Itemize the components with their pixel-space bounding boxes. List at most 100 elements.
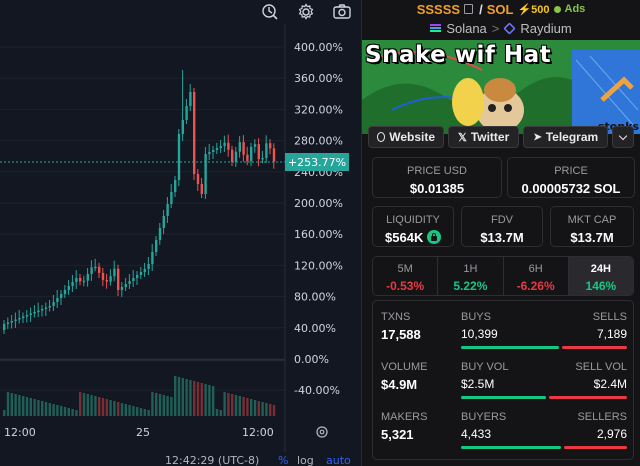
sells-label: SELLS	[592, 311, 627, 323]
candle-body	[223, 142, 226, 146]
dex-name[interactable]: Raydium	[520, 20, 572, 36]
volume-bar	[25, 397, 29, 416]
candle-body	[75, 278, 78, 282]
volume-bar	[79, 392, 82, 416]
volume-bar	[265, 403, 268, 416]
candle-body	[136, 275, 139, 278]
candle-body	[86, 273, 89, 281]
website-link-button[interactable]: Website	[368, 126, 444, 148]
candle-body	[124, 284, 127, 287]
volume-bar	[461, 396, 627, 399]
tab-24h[interactable]: 24H 146%	[568, 257, 633, 295]
volume-bar	[234, 395, 238, 416]
gear-icon[interactable]	[316, 426, 328, 438]
fdv-label: FDV	[491, 214, 513, 226]
telegram-link-button[interactable]: ➤ Telegram	[523, 126, 609, 148]
gear-icon[interactable]	[295, 1, 317, 23]
y-tick-label: 280.00%	[294, 135, 343, 148]
txns-label: TXNS	[381, 311, 411, 323]
volume-bar	[44, 402, 48, 416]
candle-body	[272, 148, 276, 162]
candle-body	[143, 269, 146, 272]
volume-bar	[196, 382, 200, 416]
price-chart-pane[interactable]: 400.00% 360.00% 320.00% 280.00% 240.00% 200.0…	[0, 0, 361, 466]
candle-body	[212, 150, 215, 152]
volume-bar	[257, 401, 260, 416]
tab-5m[interactable]: 5M -0.53%	[373, 257, 439, 295]
candle-body	[10, 321, 13, 323]
volume-bar	[22, 396, 25, 416]
candle-body	[250, 146, 253, 162]
candle-body	[113, 268, 116, 277]
volume-bar	[212, 386, 215, 416]
tab-24h-label: 24H	[590, 263, 611, 275]
candle-body	[48, 306, 51, 308]
x-tick-label: 12:00	[4, 426, 36, 439]
volume-bar	[82, 393, 86, 416]
tab-5m-value: -0.53%	[386, 279, 425, 293]
candle-body	[117, 268, 120, 290]
candle-body	[3, 324, 6, 330]
more-links-button[interactable]	[612, 126, 634, 148]
volume-bar	[189, 380, 192, 416]
price-usd-value: $0.01385	[409, 181, 465, 196]
liquidity-label: LIQUIDITY	[386, 214, 440, 226]
candle-body	[242, 142, 245, 155]
candle-body	[193, 92, 196, 174]
telegram-icon: ➤	[533, 131, 542, 143]
log-toggle[interactable]: log	[297, 454, 314, 466]
timeframe-tabs: 5M -0.53% 1H 5.22% 6H -6.26% 24H 146%	[372, 256, 634, 296]
ads-badge[interactable]: Ads	[564, 3, 586, 15]
volume-bar	[269, 404, 272, 416]
buy-vol-value: $2.5M	[461, 377, 495, 391]
auto-toggle[interactable]: auto	[326, 454, 351, 466]
price-chart[interactable]: 400.00%360.00%320.00%280.00%240.00%200.0…	[0, 24, 361, 452]
buy-vol-label: BUY VOL	[461, 361, 509, 373]
candle-body	[6, 322, 10, 324]
txns-value: 17,588	[381, 327, 421, 342]
volume-bar	[37, 400, 40, 416]
candle-body	[269, 143, 272, 149]
candle-body	[181, 120, 184, 134]
twitter-link-button[interactable]: 𝕏 Twitter	[448, 126, 520, 148]
mktcap-value: $13.7M	[570, 230, 614, 245]
boost-badge[interactable]: ⚡500	[517, 3, 550, 16]
banner-title: Snake wif Hat	[365, 42, 552, 68]
volume-bar	[215, 409, 219, 416]
tab-1h[interactable]: 1H 5.22%	[438, 257, 504, 295]
volume-bar	[71, 409, 74, 416]
volume-bar	[101, 398, 105, 416]
pair-separator: /	[479, 1, 483, 17]
camera-icon[interactable]	[331, 1, 353, 23]
sell-vol-label: SELL VOL	[575, 361, 627, 373]
candle-body	[261, 157, 264, 160]
sell-vol-value: $2.4M	[593, 377, 627, 391]
percent-toggle[interactable]: %	[278, 454, 289, 466]
candle-body	[37, 310, 40, 312]
volume-bar	[170, 397, 173, 416]
candle-body	[44, 307, 48, 309]
chart-settings-icon[interactable]	[259, 1, 281, 23]
liquidity-box: LIQUIDITY $564K	[372, 206, 454, 247]
volume-bar	[185, 379, 188, 416]
candle-body	[33, 312, 36, 314]
candle-body	[14, 319, 17, 321]
tab-6h[interactable]: 6H -6.26%	[504, 257, 569, 295]
base-symbol[interactable]: SSSSS	[416, 1, 461, 17]
lock-icon[interactable]	[426, 230, 441, 244]
volume-bar	[109, 400, 112, 416]
makers-value: 5,321	[381, 427, 414, 442]
last-value-text: +253.77%	[288, 156, 346, 169]
copy-icon[interactable]	[464, 4, 474, 14]
sellers-value: 2,976	[596, 427, 627, 441]
candle-body	[128, 281, 131, 284]
chevron-down-icon	[618, 131, 628, 140]
txns-row: TXNS 17,588 BUYS SELLS 10,399 7,189	[373, 301, 635, 351]
candle-body	[56, 298, 59, 302]
volume-bar	[250, 399, 253, 416]
candle-body	[90, 267, 93, 274]
mktcap-box: MKT CAP $13.7M	[550, 206, 634, 247]
buys-label: BUYS	[461, 311, 491, 323]
chain-name[interactable]: Solana	[446, 20, 487, 36]
globe-icon	[377, 132, 386, 142]
